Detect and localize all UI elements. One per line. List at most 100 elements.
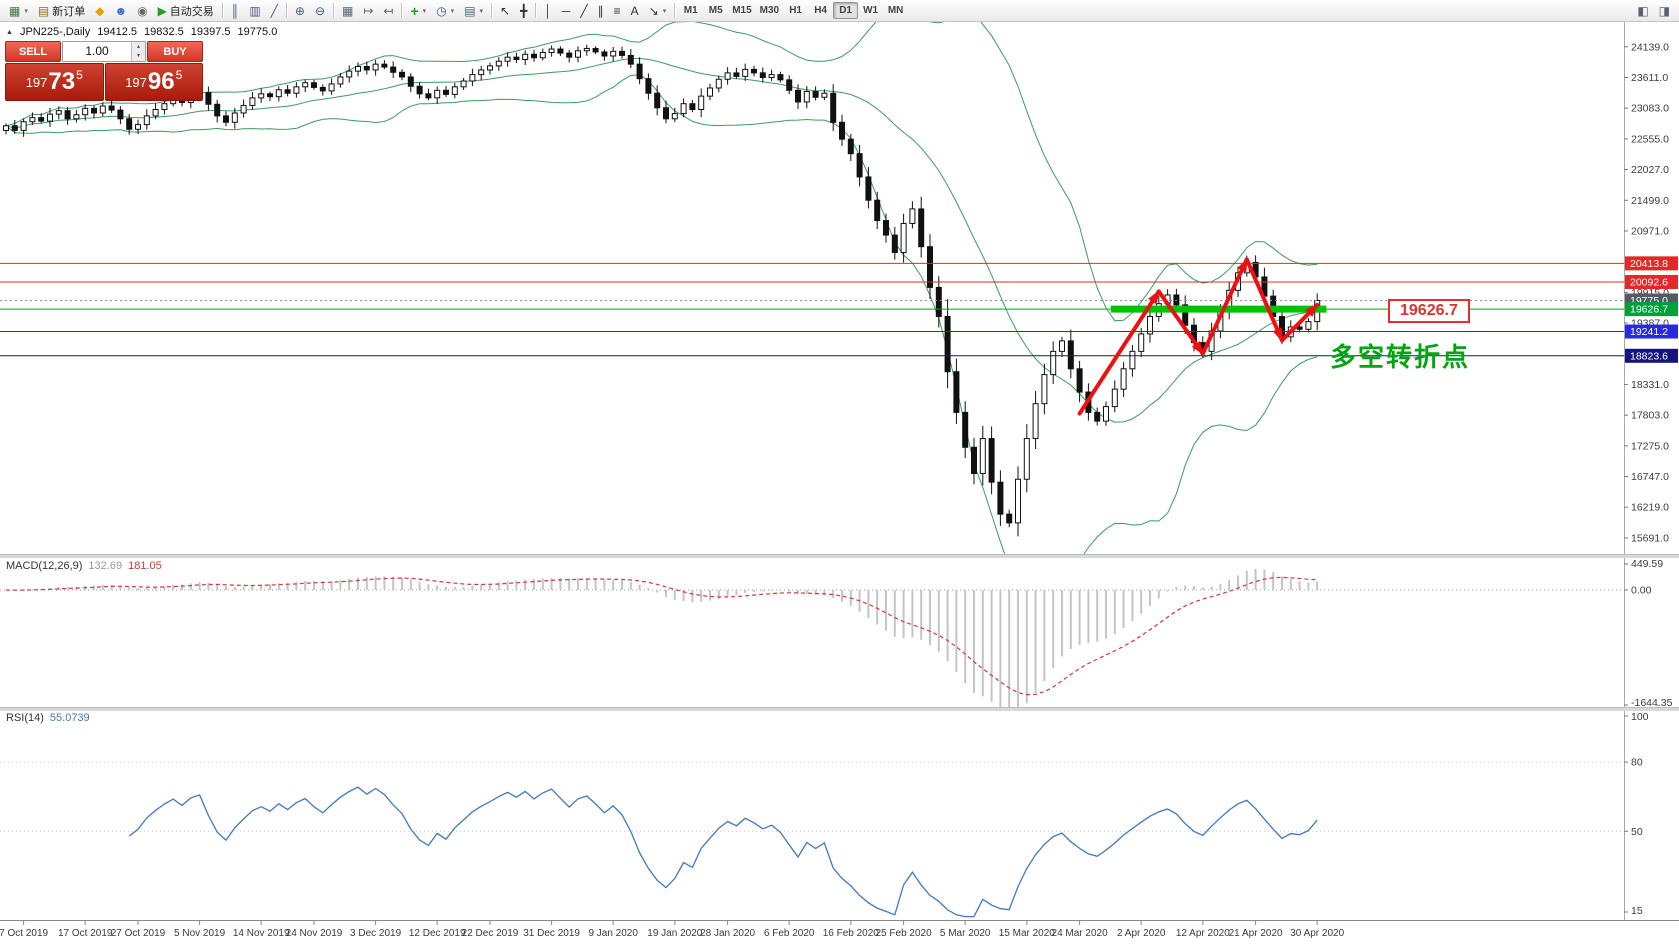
zoom-in-icon[interactable]: ⊕ [290, 2, 310, 20]
templates-icon[interactable]: ▤ ▾ [459, 2, 488, 20]
panel-separator[interactable] [0, 707, 1679, 711]
candle [575, 50, 581, 58]
price-scale-label: -1644.35 [1631, 697, 1673, 709]
toolbar-separator [285, 3, 287, 18]
candle [214, 103, 221, 117]
dock-right-icon[interactable]: ◨ [1654, 2, 1675, 20]
candle [381, 63, 388, 68]
candle [1305, 321, 1312, 330]
panel-separator[interactable] [0, 554, 1679, 558]
bollinger-middle-band-line [5, 57, 1318, 423]
price-scale-label: 100 [1631, 711, 1649, 723]
volume-up-button[interactable]: ▴ [132, 42, 145, 52]
candle [944, 315, 951, 373]
trend-zigzag-arrow[interactable] [1156, 289, 1205, 356]
auto-trading-button[interactable]: ▶ 自动交易 [153, 2, 219, 20]
candle-chart-icon[interactable]: ▥ [244, 2, 265, 20]
ohlc-high: 19832.5 [144, 26, 184, 38]
arrow-tool-icon[interactable]: ↘ ▾ [644, 2, 672, 20]
volume-field[interactable]: 1.00 ▴ ▾ [62, 41, 146, 62]
timeframe-button-m30[interactable]: M30 [756, 2, 783, 19]
periods-icon[interactable]: ◷ ▾ [431, 2, 459, 20]
trend-zigzag-arrow[interactable] [1200, 257, 1249, 356]
candle [786, 79, 793, 91]
timeframe-button-mn[interactable]: MN [883, 2, 908, 19]
new-chart-icon[interactable]: ▦ ▾ [4, 2, 33, 20]
trend-zigzag-arrow[interactable] [1280, 302, 1320, 343]
dock-left-icon[interactable]: ◧ [1632, 2, 1653, 20]
date-label: 12 Dec 2019 [409, 928, 466, 939]
rsi-value: 55.0739 [49, 712, 90, 724]
candle [451, 86, 458, 95]
timeframe-button-m5[interactable]: M5 [703, 2, 728, 19]
timeframe-button-d1[interactable]: D1 [833, 2, 859, 19]
sell-button[interactable]: SELL [5, 41, 61, 62]
trendline-icon[interactable]: ╱ [575, 2, 592, 20]
candle [152, 109, 159, 117]
new-order-button[interactable]: ▤ 新订单 [33, 2, 90, 20]
buy-price-display[interactable]: 197 96 5 [104, 63, 203, 101]
timeframe-button-w1[interactable]: W1 [858, 2, 883, 19]
line-chart-icon[interactable]: ╱ [266, 2, 283, 20]
candle [1076, 368, 1083, 393]
candle [495, 60, 502, 67]
auto-trading-button-label: 自动交易 [169, 5, 214, 18]
market-watch-icon[interactable]: ◉ [132, 2, 152, 20]
timeframe-button-h1[interactable]: H1 [783, 2, 808, 19]
volume-down-button[interactable]: ▾ [132, 51, 145, 61]
timeframe-button-m1[interactable]: M1 [678, 2, 703, 19]
toolbar-separator [401, 3, 403, 18]
fibonacci-icon[interactable]: ≡ [609, 2, 626, 20]
community-icon[interactable]: ☻ [109, 2, 132, 20]
price-scale[interactable]: 24139.0 23611.0 23083.0 22555.0 22027.0 21499… [1624, 22, 1679, 944]
candle [988, 438, 995, 483]
candle [935, 286, 942, 317]
vertical-line-icon[interactable]: │ [539, 2, 557, 20]
channel-icon[interactable]: ∥ [593, 2, 609, 20]
chart-shift-icon[interactable]: ↤ [378, 2, 398, 20]
date-label: 2 Apr 2020 [1117, 928, 1166, 939]
rsi-panel[interactable] [0, 761, 1624, 918]
bar-chart-icon[interactable]: ║ [226, 2, 245, 20]
volume-value[interactable]: 1.00 [85, 44, 109, 58]
horizontal-line-icon[interactable]: ─ [557, 2, 576, 20]
crosshair-icon[interactable]: ╋ [515, 2, 532, 20]
text-icon[interactable]: A [626, 2, 644, 20]
macd-signal-value: 181.05 [128, 560, 162, 572]
timeframe-button-m15[interactable]: M15 [728, 2, 755, 19]
buy-button[interactable]: BUY [147, 41, 203, 62]
tile-windows-icon[interactable]: ▦ [337, 2, 358, 20]
finance-icon[interactable]: ◆ [90, 2, 109, 20]
zoom-out-icon-glyph: ⊖ [314, 3, 326, 18]
price-level-callout[interactable]: 19626.7 [1388, 299, 1470, 323]
zoom-out-icon[interactable]: ⊖ [310, 2, 330, 20]
macd-panel[interactable] [0, 568, 1624, 707]
candle [610, 50, 617, 57]
candle [777, 74, 784, 81]
fibonacci-icon-glyph: ≡ [613, 3, 621, 18]
price-scale-label: 50 [1631, 826, 1643, 838]
rsi-name: RSI(14) [6, 712, 44, 724]
price-digits: 197 [25, 74, 48, 90]
support-resistance-band[interactable] [1110, 305, 1327, 313]
auto-scroll-icon[interactable]: ↦ [358, 2, 378, 20]
candle [698, 95, 705, 110]
turning-point-label[interactable]: 多空转折点 [1330, 342, 1471, 372]
cursor-icon[interactable]: ↖ [495, 2, 515, 20]
price-scale-label: 0.00 [1631, 584, 1652, 596]
sell-price-display[interactable]: 197 73 5 [5, 63, 104, 101]
timeframe-button-h4[interactable]: H4 [808, 2, 833, 19]
candle [1296, 326, 1303, 330]
trend-zigzag-arrow[interactable] [1077, 289, 1161, 416]
candle [909, 208, 916, 224]
candle [795, 89, 801, 103]
candle [372, 63, 379, 71]
candle [416, 85, 423, 95]
indicators-icon[interactable]: + ▾ [405, 2, 431, 20]
price-scale-label: 15 [1631, 905, 1643, 917]
toolbar-right-icons: ◧ ◨ [1632, 2, 1675, 20]
trend-zigzag-arrow[interactable] [1244, 257, 1284, 343]
candle [839, 121, 845, 140]
